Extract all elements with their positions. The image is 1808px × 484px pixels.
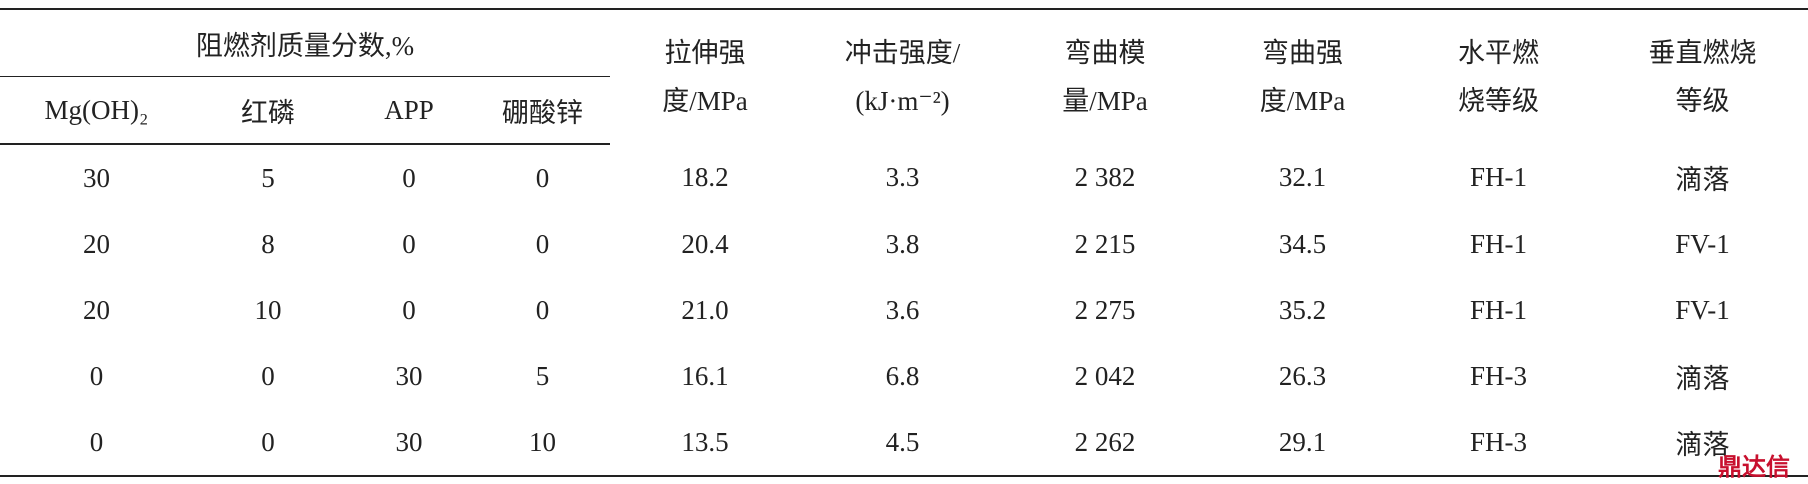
table-cell: 26.3 bbox=[1278, 360, 1327, 391]
table-body: 30 5 0 0 18.2 3.3 2 382 32.1 FH-1 滴落 20 8 0 0 20.4 3.8 2… bbox=[0, 144, 1808, 477]
column-header: 冲击强度/ (kJ·m⁻²) bbox=[800, 8, 1005, 144]
table-cell: 0 bbox=[535, 294, 550, 325]
table-cell: 30 bbox=[395, 360, 423, 391]
table-cell: 35.2 bbox=[1278, 294, 1327, 325]
column-header: 垂直燃烧 等级 bbox=[1597, 8, 1808, 144]
table-cell: FH-1 bbox=[1469, 162, 1527, 192]
sub-header: Mg(OH)₂ bbox=[0, 76, 193, 145]
table-cell: 8 bbox=[261, 228, 275, 259]
table-row: 30 5 0 0 18.2 3.3 2 382 32.1 FH-1 滴落 bbox=[0, 144, 1808, 211]
header-line: 等级 bbox=[1675, 86, 1730, 116]
table-cell: 20 bbox=[83, 228, 110, 259]
header-line: 烧等级 bbox=[1458, 86, 1539, 116]
header-line: 弯曲强 bbox=[1262, 38, 1343, 68]
sub-header: 红磷 bbox=[193, 76, 343, 145]
header-line: 冲击强度/ bbox=[844, 38, 961, 68]
table-cell: 18.2 bbox=[681, 162, 729, 192]
column-header: 弯曲模量/MPa bbox=[1005, 8, 1205, 144]
table-cell: 3.6 bbox=[885, 294, 920, 325]
column-header: 水平燃 烧等级 bbox=[1400, 8, 1597, 144]
table-cell: 0 bbox=[89, 360, 104, 391]
table-cell: 10 bbox=[475, 409, 610, 477]
table-cell: 0 bbox=[535, 162, 550, 193]
table-cell: 30 bbox=[83, 162, 110, 193]
table-head: 阻燃剂质量分数,% 拉伸强 度/MPa 冲击强度/(kJ·m⁻²) 弯曲模 量/MPa 弯… bbox=[0, 8, 1808, 145]
header-line: 度/MPa bbox=[662, 86, 748, 116]
table-cell: 0 bbox=[0, 409, 193, 477]
table-cell: 2 262 bbox=[1005, 409, 1205, 477]
table-cell: 0 bbox=[261, 360, 275, 391]
header-line: 弯曲模 bbox=[1064, 38, 1146, 68]
header-line: 量/MPa bbox=[1062, 86, 1148, 116]
table-cell: 29.1 bbox=[1205, 409, 1400, 477]
table-cell: 20.4 bbox=[681, 228, 729, 259]
header-line: (kJ·m⁻²) bbox=[855, 86, 950, 116]
table-cell: FH-1 bbox=[1469, 228, 1527, 259]
table-cell: 0 bbox=[402, 162, 416, 193]
table-cell: 0 bbox=[402, 228, 416, 259]
table-cell: 4.5 bbox=[800, 409, 1005, 477]
table-cell: 21.0 bbox=[681, 294, 729, 325]
table-cell: 0 bbox=[402, 294, 416, 325]
header-row: 阻燃剂质量分数,% 拉伸强 度/MPa 冲击强度/(kJ·m⁻²) 弯曲模 量/MPa 弯… bbox=[0, 8, 1808, 144]
table-cell: 20 bbox=[83, 294, 110, 325]
watermark: 鼎达信 bbox=[1718, 453, 1790, 481]
sub-header: APP bbox=[343, 76, 475, 145]
column-header: 弯曲强度/MPa bbox=[1205, 8, 1400, 144]
table-cell: FV-1 bbox=[1675, 294, 1730, 325]
table-cell: 13.5 bbox=[610, 409, 800, 477]
table-cell: 0 bbox=[193, 409, 343, 477]
column-header: 拉伸强度/MPa bbox=[610, 8, 800, 144]
table-cell: 3.3 bbox=[885, 162, 920, 192]
table-cell: 5 bbox=[535, 360, 550, 391]
group-header: 阻燃剂质量分数,% bbox=[0, 8, 610, 77]
table-cell: 5 bbox=[261, 162, 275, 193]
table-cell: FV-1 bbox=[1675, 228, 1730, 259]
table-cell: 3.8 bbox=[885, 228, 920, 259]
table-cell: 0 bbox=[535, 228, 550, 259]
table-cell: FH-1 bbox=[1469, 294, 1527, 325]
table-cell: 30 bbox=[343, 409, 475, 477]
table-row: 20 10 0 0 21.0 3.6 2 275 35.2 FH-1 FV-1 bbox=[0, 277, 1808, 343]
table-cell: 34.5 bbox=[1278, 228, 1327, 259]
sub-header-row: Mg(OH)₂ 红磷 APP 硼酸锌 bbox=[0, 76, 1808, 145]
table-cell: 滴落 bbox=[1675, 363, 1730, 394]
table-cell: 滴落 bbox=[1675, 165, 1730, 195]
table-cell: 16.1 bbox=[681, 360, 729, 391]
table-cell: 滴落 bbox=[1597, 409, 1808, 477]
table-row: 20 8 0 0 20.4 3.8 2 215 34.5 FH-1 FV-1 bbox=[0, 211, 1808, 277]
header-line: 度/MPa bbox=[1259, 86, 1346, 116]
header-line: 拉伸强 bbox=[664, 38, 746, 68]
sub-header: 硼酸锌 bbox=[475, 76, 610, 145]
table-cell: 2 382 bbox=[1074, 162, 1136, 192]
table-cell: 32.1 bbox=[1278, 162, 1327, 192]
table-cell: FH-3 bbox=[1469, 360, 1527, 391]
table-cell: 2 215 bbox=[1074, 228, 1136, 259]
table-cell: FH-3 bbox=[1400, 409, 1597, 477]
table-cell: 6.8 bbox=[885, 360, 920, 391]
header-line: 水平燃 bbox=[1458, 38, 1539, 68]
table-row: 0 0 30 10 13.5 4.5 2 262 29.1 FH-3 滴落 bbox=[0, 409, 1808, 477]
table-cell: 10 bbox=[254, 294, 282, 325]
table-cell: 2 042 bbox=[1074, 360, 1136, 391]
header-line: 垂直燃烧 bbox=[1648, 38, 1757, 68]
data-table: 阻燃剂质量分数,% 拉伸强 度/MPa 冲击强度/(kJ·m⁻²) 弯曲模 量/MPa 弯… bbox=[0, 8, 1808, 477]
table-cell: 2 275 bbox=[1074, 294, 1136, 325]
table-row: 0 0 30 5 16.1 6.8 2 042 26.3 FH-3 滴落 bbox=[0, 343, 1808, 409]
